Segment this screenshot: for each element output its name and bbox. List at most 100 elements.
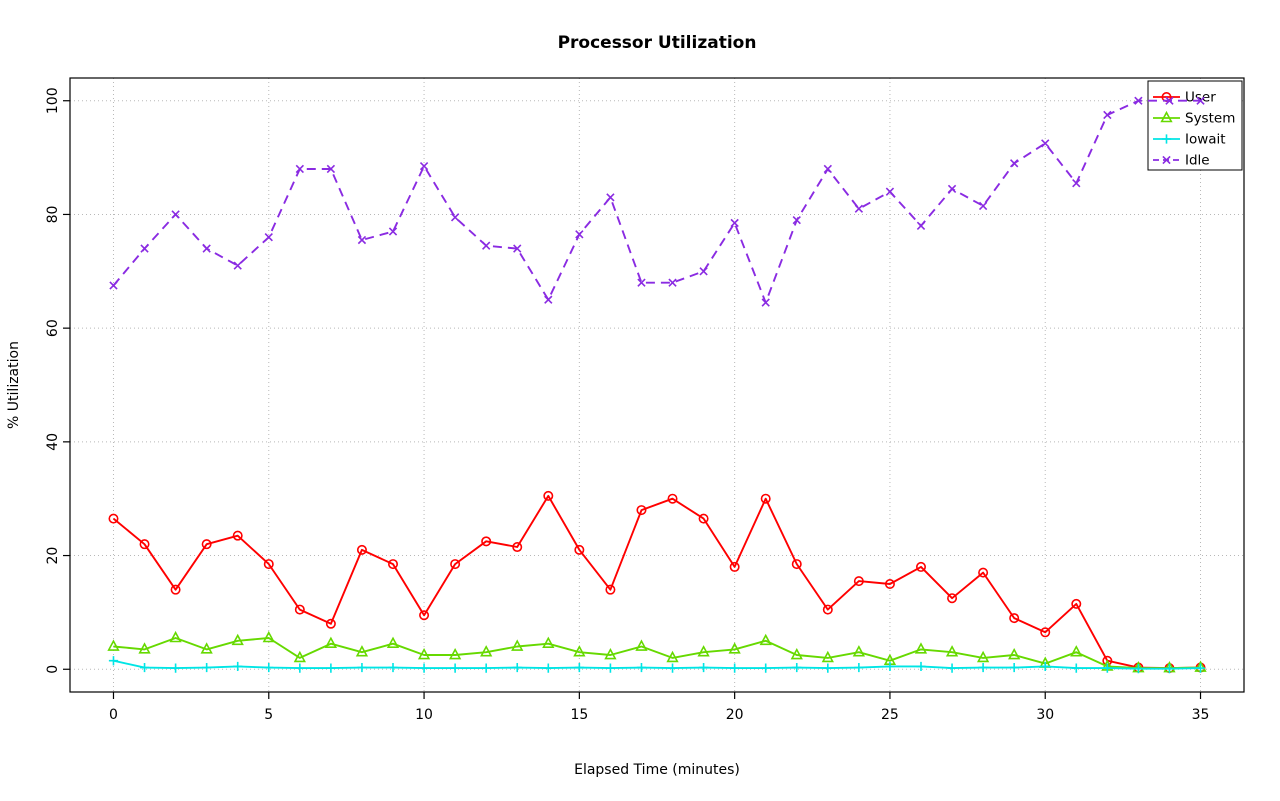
series-idle-marker [544, 295, 553, 304]
y-tick-label: 60 [45, 319, 61, 337]
series-iowait-marker [419, 663, 429, 673]
legend-item: System [1153, 111, 1235, 127]
series-idle-marker [854, 204, 864, 213]
series-iowait-marker [450, 663, 460, 673]
series-idle-marker [575, 230, 584, 239]
series-iowait-marker [854, 662, 864, 673]
series-user-marker [512, 542, 523, 553]
series-iowait-marker [108, 656, 119, 666]
series-idle-marker [730, 218, 739, 228]
series-system-marker [355, 645, 369, 657]
legend-marker-idle [1162, 155, 1171, 165]
series-iowait-marker [264, 662, 274, 673]
series-system-line [113, 637, 1201, 670]
series-iowait-marker [730, 663, 740, 673]
series-idle-marker [1041, 139, 1050, 148]
legend-marker-system [1160, 110, 1173, 123]
series-system-marker [511, 639, 524, 651]
series-system-marker [386, 636, 400, 648]
series-idle-marker [606, 193, 615, 202]
series-system-marker [107, 639, 120, 651]
y-tick-label: 20 [45, 547, 61, 565]
series-system-marker [635, 639, 648, 651]
series-iowait-marker [326, 663, 336, 673]
series-user-marker [791, 559, 802, 570]
series-user-marker [419, 610, 430, 621]
series-user-marker [947, 593, 958, 604]
series-user-marker [325, 618, 336, 629]
series-system-marker [1008, 647, 1021, 660]
series-idle-marker [637, 278, 646, 287]
series-system-marker [697, 645, 710, 657]
chart-title: Processor Utilization [557, 33, 757, 53]
x-tick-label: 25 [881, 707, 899, 723]
series-idle-marker [885, 187, 895, 196]
series-user-marker [543, 490, 554, 501]
series-user-marker [822, 604, 833, 615]
series-system-marker [448, 647, 462, 660]
series-idle-marker [1072, 179, 1081, 188]
series-iowait-marker [1195, 663, 1206, 673]
series-iowait-marker [357, 662, 367, 673]
series-system-marker [976, 650, 990, 663]
series-user-marker [853, 576, 864, 587]
series-system-marker [604, 647, 617, 660]
series-user-marker [729, 561, 740, 572]
series-system-marker [200, 642, 213, 654]
series-idle-marker [1103, 110, 1112, 120]
series-system-marker [169, 630, 182, 643]
series-idle-marker [109, 281, 118, 290]
series-user-marker [574, 544, 585, 555]
series-iowait-marker [1071, 663, 1081, 673]
series-iowait-marker [823, 663, 833, 673]
series-iowait-marker [1040, 661, 1050, 672]
series-system-marker [759, 633, 772, 646]
series-iowait-marker [698, 662, 709, 673]
series-idle [109, 96, 1205, 307]
series-system-marker [666, 650, 679, 663]
series-iowait-marker [978, 662, 988, 673]
series-user-marker [263, 559, 274, 570]
series-system [107, 630, 1207, 673]
y-tick-label: 40 [45, 433, 61, 451]
legend-box [1147, 80, 1243, 171]
series-user-marker [232, 530, 243, 541]
series-user-marker [450, 559, 461, 570]
series-user-marker [108, 513, 119, 524]
series-idle-marker [419, 161, 429, 171]
series-user [108, 490, 1206, 674]
y-tick-label: 0 [45, 665, 61, 674]
series-user-marker [170, 584, 181, 595]
series-iowait-marker [947, 663, 957, 673]
series-system-marker [480, 645, 493, 657]
series-idle-marker [1010, 159, 1019, 168]
series-iowait-marker [667, 663, 678, 673]
series-iowait-marker [170, 663, 181, 673]
series-iowait-marker [1102, 663, 1112, 673]
x-tick-label: 10 [415, 707, 433, 723]
series-iowait-marker [605, 663, 616, 673]
series-iowait-marker [295, 663, 305, 673]
series-user-marker [636, 505, 647, 516]
legend-marker-iowait [1161, 134, 1172, 144]
series-idle-marker [233, 261, 242, 270]
series-user-marker [1040, 627, 1051, 638]
legend: User System Iowait Idle [1147, 80, 1243, 171]
series-user-line [112, 494, 1201, 670]
series-iowait-marker [388, 662, 398, 673]
series-system-marker [542, 636, 555, 648]
series-user-marker [978, 567, 989, 578]
x-tick-label: 5 [264, 707, 273, 723]
series-idle-marker [1134, 96, 1143, 105]
series-iowait-marker [1009, 662, 1019, 673]
series-idle-marker [1165, 96, 1174, 105]
series-idle-marker [140, 244, 149, 253]
series-system-marker [1070, 645, 1083, 657]
series-system-marker [852, 645, 866, 657]
series-idle-marker [823, 164, 832, 174]
series-iowait-marker [636, 662, 647, 673]
series-idle-marker [264, 233, 273, 242]
series-iowait-marker [481, 663, 491, 673]
